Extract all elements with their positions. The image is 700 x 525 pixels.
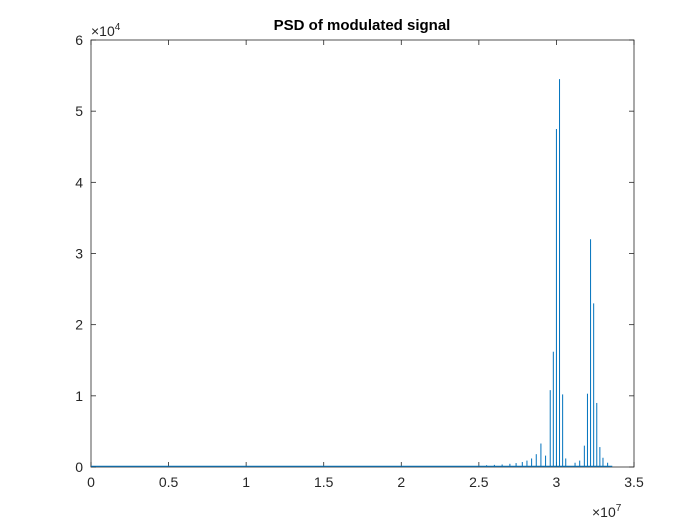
x-tick-label: 3 [553,474,561,490]
svg-text:×104: ×104 [91,22,121,39]
y-tick-label: 1 [75,388,83,404]
x-tick-label: 0.5 [159,474,179,490]
y-tick-label: 0 [75,459,83,475]
x-tick-label: 1.5 [314,474,334,490]
y-tick-label: 5 [75,103,83,119]
x-exponent-power: 7 [616,503,622,514]
x-tick-label: 2.5 [469,474,489,490]
svg-text:×107: ×107 [592,503,622,520]
y-tick-label: 4 [75,174,83,190]
y-tick-label: 3 [75,246,83,262]
plot-area [90,39,635,468]
series-layer [91,79,613,467]
y-axis: 0 1 2 3 4 5 6 [75,32,634,475]
x-axis: 0 0.5 1 1.5 2 2.5 3 3.5 [87,40,644,490]
y-exponent-power: 4 [115,22,121,33]
y-tick-label: 6 [75,32,83,48]
axes-frame [90,39,635,468]
x-exponent-label: ×107 [592,503,622,520]
x-exponent-base: ×10 [592,504,616,520]
y-exponent-base: ×10 [91,23,115,39]
y-tick-label: 2 [75,317,83,333]
x-tick-label: 1 [242,474,250,490]
x-tick-label: 3.5 [624,474,644,490]
x-tick-label: 0 [87,474,95,490]
chart-title: PSD of modulated signal [274,17,451,34]
y-exponent-label: ×104 [91,22,121,39]
x-tick-label: 2 [397,474,405,490]
